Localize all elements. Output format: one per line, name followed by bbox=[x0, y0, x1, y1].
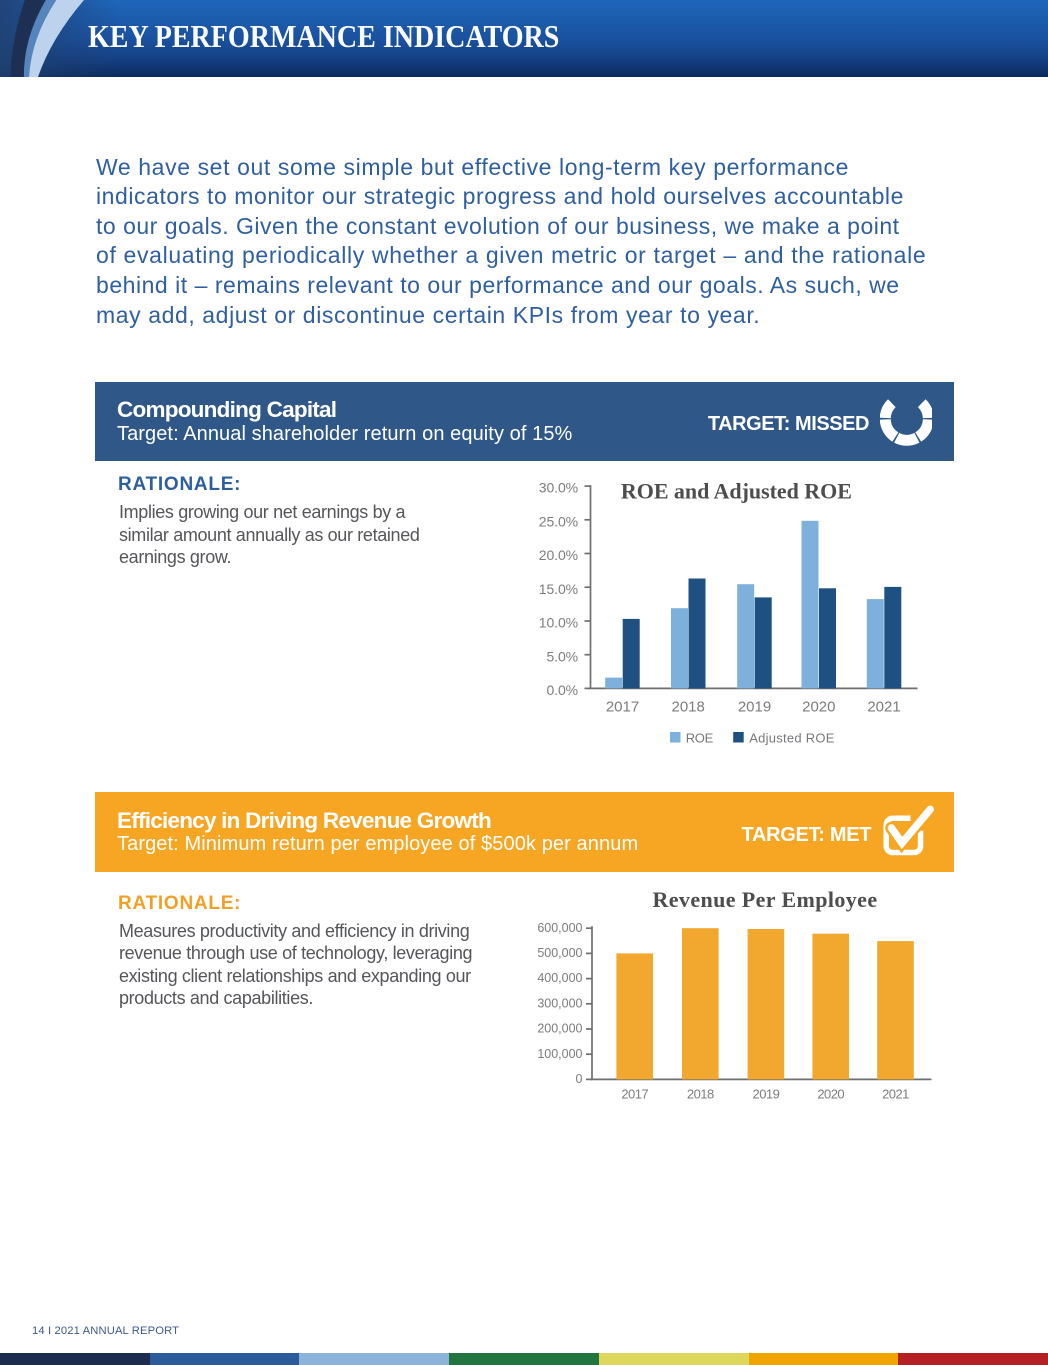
svg-text:ROE and Adjusted ROE: ROE and Adjusted ROE bbox=[621, 478, 852, 503]
svg-text:400,000: 400,000 bbox=[537, 971, 582, 985]
svg-text:2021: 2021 bbox=[882, 1086, 909, 1101]
svg-text:15.0%: 15.0% bbox=[539, 581, 578, 597]
svg-text:2017: 2017 bbox=[606, 699, 639, 716]
svg-text:20.0%: 20.0% bbox=[539, 547, 578, 563]
svg-text:Revenue Per Employee: Revenue Per Employee bbox=[653, 887, 878, 912]
svg-text:0: 0 bbox=[576, 1072, 583, 1086]
svg-text:300,000: 300,000 bbox=[537, 996, 582, 1010]
svg-text:30.0%: 30.0% bbox=[539, 480, 578, 496]
svg-text:Adjusted ROE: Adjusted ROE bbox=[749, 731, 835, 746]
svg-text:500,000: 500,000 bbox=[537, 946, 582, 960]
svg-text:600,000: 600,000 bbox=[537, 921, 582, 935]
svg-text:200,000: 200,000 bbox=[537, 1022, 582, 1036]
svg-text:2020: 2020 bbox=[817, 1086, 844, 1101]
svg-text:2020: 2020 bbox=[802, 699, 835, 716]
svg-text:2019: 2019 bbox=[753, 1086, 780, 1101]
svg-text:25.0%: 25.0% bbox=[539, 513, 578, 529]
svg-text:2018: 2018 bbox=[672, 699, 705, 716]
svg-text:2019: 2019 bbox=[738, 699, 771, 716]
svg-text:100,000: 100,000 bbox=[537, 1047, 582, 1061]
svg-text:0.0%: 0.0% bbox=[546, 682, 578, 698]
svg-text:2018: 2018 bbox=[687, 1086, 714, 1101]
svg-text:2021: 2021 bbox=[867, 699, 900, 716]
svg-text:10.0%: 10.0% bbox=[539, 615, 578, 631]
svg-text:ROE: ROE bbox=[686, 731, 714, 746]
svg-text:2017: 2017 bbox=[621, 1086, 648, 1101]
svg-text:5.0%: 5.0% bbox=[546, 648, 578, 664]
